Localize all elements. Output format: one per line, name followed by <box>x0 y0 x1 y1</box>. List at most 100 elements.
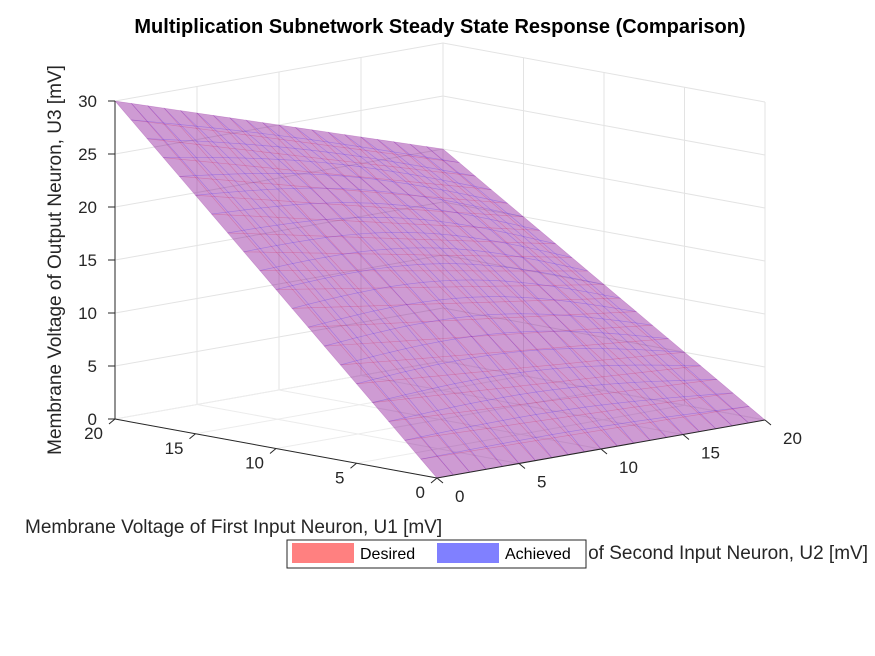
surface-facet <box>538 256 573 272</box>
surface-facet <box>178 158 213 180</box>
surface-facet <box>340 343 374 364</box>
surface-facet <box>309 187 344 204</box>
surface-facet <box>227 173 262 192</box>
surface-facet <box>505 228 541 244</box>
surface-facet <box>441 184 476 201</box>
surface-facet <box>195 127 230 149</box>
surface-facet <box>569 330 604 349</box>
surface-facet <box>423 232 458 250</box>
surface-facet <box>456 225 491 243</box>
surface-facet <box>277 173 312 189</box>
surface-facet <box>245 134 280 155</box>
surface-facet <box>487 317 522 335</box>
surface-facet <box>228 117 264 138</box>
surface-facet <box>260 216 294 236</box>
surface-facet <box>404 436 438 460</box>
surface-facet <box>259 245 294 268</box>
surface-facet <box>667 351 702 368</box>
grid-line-floor-u2 <box>278 389 602 450</box>
surface-facet <box>456 240 491 257</box>
surface-facet <box>324 288 359 308</box>
surface-facet <box>504 316 539 334</box>
surface-facet <box>471 318 506 336</box>
surface-facet <box>601 364 636 384</box>
surface-facet <box>486 419 520 444</box>
surface-facet <box>504 266 539 285</box>
surface-facet <box>388 418 422 441</box>
surface-facet <box>178 176 213 197</box>
surface-facet <box>523 226 556 245</box>
surface-facet <box>634 381 668 401</box>
surface-facet <box>163 123 198 145</box>
surface-facet <box>308 270 343 290</box>
u1-tick-mark <box>350 462 357 469</box>
surface-facet <box>682 397 717 415</box>
surface-facet <box>519 402 554 422</box>
surface-facet <box>409 143 444 161</box>
surface-facet <box>391 171 426 188</box>
surface-facet <box>163 122 198 142</box>
surface-facet <box>259 266 293 290</box>
surface-facet <box>425 176 459 194</box>
surface-facet <box>469 423 504 447</box>
surface-facet <box>376 151 411 170</box>
surface-facet <box>326 151 362 168</box>
x-axis-label: Membrane Voltage of First Input Neuron, … <box>25 517 442 538</box>
surface-facet <box>472 270 507 287</box>
u2-tick-mark <box>518 463 526 469</box>
surface-facet <box>293 187 328 205</box>
surface-facet <box>261 151 296 171</box>
surface-facet <box>356 323 391 344</box>
surface-facet <box>194 194 229 216</box>
surface-facet <box>699 378 734 395</box>
surface-facet <box>683 365 718 382</box>
surface-facet <box>389 283 424 305</box>
surface-facet <box>409 173 442 191</box>
u2-tick-mark <box>682 434 690 440</box>
surface-facet <box>404 413 439 438</box>
surface-facet <box>244 149 279 170</box>
surface-facet <box>539 239 572 258</box>
surface-facet <box>195 160 230 181</box>
surface-facet <box>323 325 358 346</box>
surface-facet <box>520 282 556 301</box>
surface-facet <box>292 252 327 272</box>
surface-facet <box>373 286 408 308</box>
surface-facet <box>601 358 636 376</box>
surface-facet <box>308 288 342 308</box>
surface-facet <box>634 335 669 352</box>
surface-facet <box>537 284 572 301</box>
surface-facet <box>535 389 570 413</box>
surface-facet <box>521 285 556 301</box>
surface-facet <box>228 142 263 159</box>
surface-facet <box>375 192 410 210</box>
surface-facet <box>537 315 572 332</box>
surface-facet <box>424 196 459 214</box>
surface-facet <box>569 328 604 346</box>
surface-facet <box>162 140 197 162</box>
surface-facet <box>568 366 603 387</box>
surface-facet <box>243 227 278 249</box>
surface-facet <box>277 135 313 151</box>
surface-facet <box>391 193 426 211</box>
surface-facet <box>195 125 231 144</box>
surface-facet <box>342 220 377 239</box>
surface-facet <box>457 198 492 215</box>
surface-facet <box>409 154 443 171</box>
surface-facet <box>602 297 637 313</box>
surface-facet <box>699 378 734 396</box>
surface-facet <box>520 300 555 317</box>
surface-facet <box>633 399 668 420</box>
surface-facet <box>505 270 540 287</box>
surface-facet <box>407 194 443 211</box>
surface-facet <box>390 238 425 256</box>
surface-facet <box>586 303 621 322</box>
legend[interactable]: Desired Achieved <box>286 539 587 569</box>
surface-facet <box>292 234 327 254</box>
surface-facet <box>212 145 247 166</box>
surface-facet <box>406 247 441 265</box>
surface-facet <box>357 287 392 307</box>
surface-facet <box>408 155 444 173</box>
surface-facet <box>325 252 359 272</box>
surface-facet <box>373 307 407 331</box>
